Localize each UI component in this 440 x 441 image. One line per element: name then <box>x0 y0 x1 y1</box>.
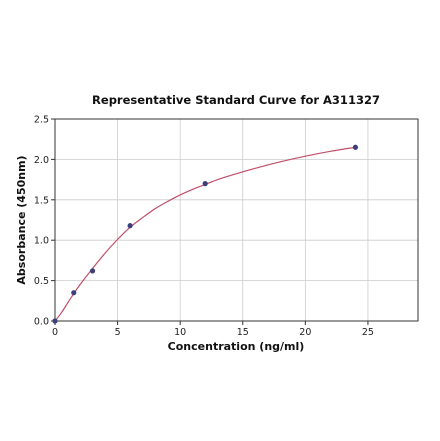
x-tick-label: 15 <box>237 327 249 338</box>
x-tick-label: 5 <box>115 327 121 338</box>
y-tick-label: 0.5 <box>34 276 49 287</box>
x-tick-label: 10 <box>174 327 186 338</box>
grid-lines <box>54 118 418 322</box>
y-tick-label: 0.0 <box>34 317 49 328</box>
x-tick-label: 0 <box>52 327 58 338</box>
chart-title: Representative Standard Curve for A31132… <box>92 93 380 107</box>
y-tick-label: 2.0 <box>34 155 49 166</box>
x-axis-label: Concentration (ng/ml) <box>168 340 305 353</box>
data-points <box>52 144 359 324</box>
x-tick-label: 25 <box>362 327 374 338</box>
fit-curve <box>54 146 356 322</box>
plot-frame <box>54 118 419 322</box>
x-tick-label: 20 <box>299 327 311 338</box>
data-point <box>127 223 133 229</box>
y-tick-label: 1.5 <box>34 195 49 206</box>
y-tick-label: 2.5 <box>34 115 49 126</box>
x-axis-ticks: 0 5 10 15 20 25 <box>52 321 374 338</box>
y-axis-ticks: 0.0 0.5 1.0 1.5 2.0 2.5 <box>34 115 55 328</box>
data-point <box>71 290 77 296</box>
data-point <box>52 318 58 324</box>
y-tick-label: 1.0 <box>34 236 49 247</box>
data-point <box>89 268 96 274</box>
y-axis-label: Absorbance (450nm) <box>15 155 28 284</box>
data-point <box>202 181 208 187</box>
data-point <box>352 144 359 150</box>
